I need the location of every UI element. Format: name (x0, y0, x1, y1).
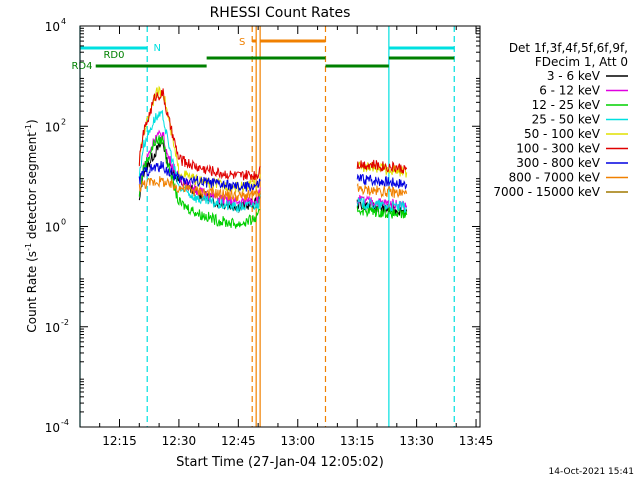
series-lines (138, 85, 408, 229)
legend-entry-label: 3 - 6 keV (547, 69, 601, 83)
series-line-8-part-1 (138, 176, 261, 202)
series-line-7-part-1 (138, 160, 261, 193)
series-line-6-part-1 (138, 88, 261, 181)
legend-entry-label: 7000 - 15000 keV (493, 185, 600, 199)
y-tick-label-exponent: -4 (61, 418, 69, 427)
mode-bar-label-n: N (153, 43, 160, 54)
x-axis-ticks: 12:15 12:30 12:45 13:00 13:15 13:30 13:45 (99, 26, 494, 448)
y-tick-label: 10 (45, 421, 60, 435)
series-line-6-part-3 (356, 159, 408, 174)
y-tick-label: 10 (45, 221, 60, 235)
x-tick-label: 13:15 (340, 434, 375, 448)
y-tick-label: 10 (45, 20, 60, 34)
x-tick-label: 13:30 (399, 434, 434, 448)
x-tick-label: 12:15 (102, 434, 137, 448)
series-line-5-part-3 (356, 161, 408, 178)
footer-timestamp: 14-Oct-2021 15:41 (549, 467, 634, 477)
legend-entry-label: 100 - 300 keV (516, 142, 600, 156)
x-tick-label: 12:45 (221, 434, 256, 448)
legend-entry-label: 800 - 7000 keV (509, 171, 601, 185)
legend-entry-label: 12 - 25 keV (532, 98, 601, 112)
y-tick-label: 10 (45, 321, 60, 335)
series-line-4-part-3 (356, 196, 407, 213)
series-line-8-part-3 (356, 182, 408, 199)
y-axis-label-end: ) (25, 119, 39, 124)
series-line-4-part-1 (138, 109, 261, 214)
mode-bar-label-rd0: RD0 (103, 50, 124, 61)
y-axis-label-sup2: -1 (24, 124, 33, 132)
y-axis-label: Count Rate (s-1 detector segment-1) (24, 119, 39, 332)
y-axis-label-main: Count Rate (s (25, 251, 39, 333)
attenuator-mode-bars: N S RD0 RD4 (71, 37, 455, 72)
y-tick-label-exponent: 4 (61, 17, 66, 26)
series-line-7-part-3 (356, 173, 408, 190)
series-line-5-part-1 (138, 85, 261, 193)
legend-header-line-2: FDecim 1, Att 0 (535, 55, 628, 69)
y-tick-label-exponent: 0 (61, 218, 66, 227)
mode-bar-label-rd4: RD4 (71, 61, 92, 72)
legend-header-line-1: Det 1f,3f,4f,5f,6f,9f, (509, 41, 628, 55)
x-tick-label: 12:30 (162, 434, 197, 448)
plot-frame (79, 25, 481, 428)
y-tick-label: 10 (45, 120, 60, 134)
legend-entry-label: 300 - 800 keV (516, 156, 600, 170)
x-axis-label: Start Time (27-Jan-04 12:05:02) (176, 455, 384, 470)
series-line-1-part-3 (356, 199, 408, 216)
x-tick-label: 13:45 (459, 434, 494, 448)
chart-title: RHESSI Count Rates (210, 5, 351, 21)
y-axis-label-sup1: -1 (24, 243, 33, 251)
vertical-marker-lines (79, 26, 455, 427)
y-tick-label-exponent: -2 (61, 318, 69, 327)
y-tick-label-exponent: 2 (61, 117, 66, 126)
series-line-3-part-1 (138, 135, 261, 229)
legend-entry-label: 50 - 100 keV (524, 127, 601, 141)
x-tick-label: 13:00 (280, 434, 315, 448)
legend-entry-label: 25 - 50 keV (532, 113, 601, 127)
legend-entry-label: 6 - 12 keV (539, 84, 601, 98)
y-axis-label-mid: detector segment (25, 132, 39, 243)
mode-bar-label-s: S (239, 37, 245, 48)
legend: Det 1f,3f,4f,5f,6f,9f, FDecim 1, Att 0 3… (493, 41, 628, 199)
